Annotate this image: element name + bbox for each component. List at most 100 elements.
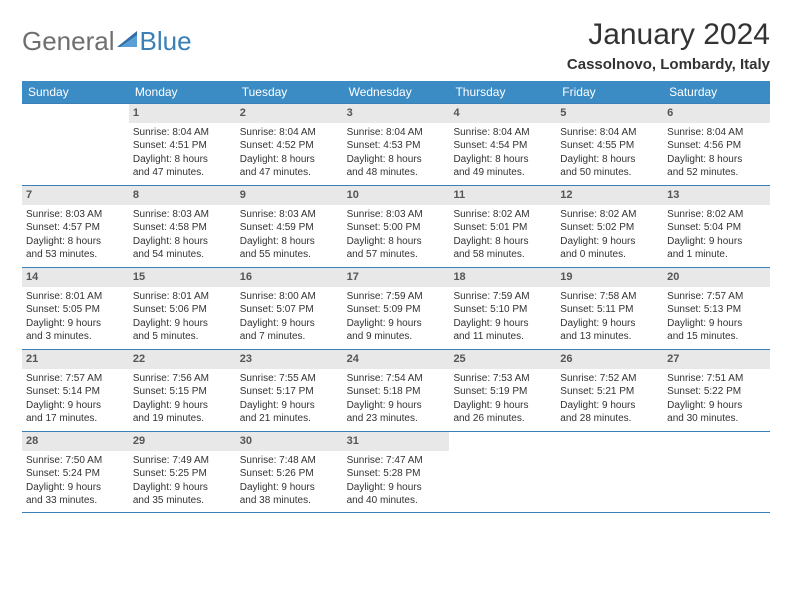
day-number: 24 [343, 350, 450, 369]
weekday-header-row: SundayMondayTuesdayWednesdayThursdayFrid… [22, 81, 770, 103]
sunrise-line: Sunrise: 7:54 AM [347, 372, 446, 386]
daylight-line-1: Daylight: 9 hours [347, 481, 446, 495]
day-detail: Sunrise: 7:57 AMSunset: 5:13 PMDaylight:… [663, 290, 770, 348]
day-cell-2: 2Sunrise: 8:04 AMSunset: 4:52 PMDaylight… [236, 104, 343, 185]
daylight-line-2: and 9 minutes. [347, 330, 446, 344]
sunset-line: Sunset: 5:28 PM [347, 467, 446, 481]
day-detail: Sunrise: 8:00 AMSunset: 5:07 PMDaylight:… [236, 290, 343, 348]
empty-day-cell [449, 432, 556, 512]
week-row: 21Sunrise: 7:57 AMSunset: 5:14 PMDayligh… [22, 349, 770, 431]
daylight-line-2: and 11 minutes. [453, 330, 552, 344]
day-number: 2 [236, 104, 343, 123]
sunset-line: Sunset: 4:57 PM [26, 221, 125, 235]
daylight-line-1: Daylight: 9 hours [560, 399, 659, 413]
week-row: 7Sunrise: 8:03 AMSunset: 4:57 PMDaylight… [22, 185, 770, 267]
day-number: 9 [236, 186, 343, 205]
daylight-line-2: and 38 minutes. [240, 494, 339, 508]
sunrise-line: Sunrise: 7:51 AM [667, 372, 766, 386]
day-number: 31 [343, 432, 450, 451]
sunset-line: Sunset: 5:19 PM [453, 385, 552, 399]
day-detail: Sunrise: 8:04 AMSunset: 4:56 PMDaylight:… [663, 126, 770, 184]
day-detail: Sunrise: 7:47 AMSunset: 5:28 PMDaylight:… [343, 454, 450, 512]
weeks-container: 1Sunrise: 8:04 AMSunset: 4:51 PMDaylight… [22, 103, 770, 513]
sunset-line: Sunset: 4:52 PM [240, 139, 339, 153]
weekday-saturday: Saturday [663, 81, 770, 103]
sunrise-line: Sunrise: 7:53 AM [453, 372, 552, 386]
daylight-line-2: and 0 minutes. [560, 248, 659, 262]
sunrise-line: Sunrise: 7:57 AM [667, 290, 766, 304]
day-detail: Sunrise: 7:49 AMSunset: 5:25 PMDaylight:… [129, 454, 236, 512]
day-number: 18 [449, 268, 556, 287]
sunrise-line: Sunrise: 8:00 AM [240, 290, 339, 304]
sunrise-line: Sunrise: 7:52 AM [560, 372, 659, 386]
day-number: 29 [129, 432, 236, 451]
sunset-line: Sunset: 4:51 PM [133, 139, 232, 153]
day-detail: Sunrise: 8:04 AMSunset: 4:51 PMDaylight:… [129, 126, 236, 184]
sunrise-line: Sunrise: 8:03 AM [347, 208, 446, 222]
daylight-line-1: Daylight: 8 hours [347, 235, 446, 249]
day-detail: Sunrise: 8:02 AMSunset: 5:02 PMDaylight:… [556, 208, 663, 266]
empty-day-cell [22, 104, 129, 185]
daylight-line-2: and 1 minute. [667, 248, 766, 262]
day-cell-17: 17Sunrise: 7:59 AMSunset: 5:09 PMDayligh… [343, 268, 450, 349]
day-cell-11: 11Sunrise: 8:02 AMSunset: 5:01 PMDayligh… [449, 186, 556, 267]
weekday-monday: Monday [129, 81, 236, 103]
sunrise-line: Sunrise: 7:48 AM [240, 454, 339, 468]
weekday-tuesday: Tuesday [236, 81, 343, 103]
daylight-line-2: and 58 minutes. [453, 248, 552, 262]
sunset-line: Sunset: 5:10 PM [453, 303, 552, 317]
daylight-line-2: and 50 minutes. [560, 166, 659, 180]
day-detail: Sunrise: 7:54 AMSunset: 5:18 PMDaylight:… [343, 372, 450, 430]
daylight-line-2: and 13 minutes. [560, 330, 659, 344]
day-number: 1 [129, 104, 236, 123]
sunrise-line: Sunrise: 8:04 AM [667, 126, 766, 140]
daylight-line-1: Daylight: 8 hours [560, 153, 659, 167]
daylight-line-1: Daylight: 9 hours [667, 235, 766, 249]
day-cell-3: 3Sunrise: 8:04 AMSunset: 4:53 PMDaylight… [343, 104, 450, 185]
daylight-line-1: Daylight: 8 hours [133, 153, 232, 167]
daylight-line-1: Daylight: 9 hours [560, 317, 659, 331]
day-detail: Sunrise: 8:03 AMSunset: 4:59 PMDaylight:… [236, 208, 343, 266]
daylight-line-1: Daylight: 9 hours [240, 481, 339, 495]
daylight-line-2: and 47 minutes. [240, 166, 339, 180]
weekday-sunday: Sunday [22, 81, 129, 103]
day-detail: Sunrise: 7:59 AMSunset: 5:10 PMDaylight:… [449, 290, 556, 348]
week-row: 1Sunrise: 8:04 AMSunset: 4:51 PMDaylight… [22, 103, 770, 185]
daylight-line-2: and 26 minutes. [453, 412, 552, 426]
day-detail: Sunrise: 7:59 AMSunset: 5:09 PMDaylight:… [343, 290, 450, 348]
daylight-line-2: and 47 minutes. [133, 166, 232, 180]
sunrise-line: Sunrise: 7:58 AM [560, 290, 659, 304]
sunrise-line: Sunrise: 8:01 AM [26, 290, 125, 304]
day-cell-13: 13Sunrise: 8:02 AMSunset: 5:04 PMDayligh… [663, 186, 770, 267]
sunset-line: Sunset: 5:14 PM [26, 385, 125, 399]
daylight-line-1: Daylight: 9 hours [133, 317, 232, 331]
logo-triangle-icon [117, 29, 139, 54]
logo-text-general: General [22, 26, 115, 57]
day-cell-14: 14Sunrise: 8:01 AMSunset: 5:05 PMDayligh… [22, 268, 129, 349]
day-cell-9: 9 Sunrise: 8:03 AMSunset: 4:59 PMDaylight… [236, 186, 343, 267]
sunrise-line: Sunrise: 8:04 AM [347, 126, 446, 140]
daylight-line-1: Daylight: 8 hours [667, 153, 766, 167]
day-cell-20: 20Sunrise: 7:57 AMSunset: 5:13 PMDayligh… [663, 268, 770, 349]
day-cell-16: 16Sunrise: 8:00 AMSunset: 5:07 PMDayligh… [236, 268, 343, 349]
sunset-line: Sunset: 5:18 PM [347, 385, 446, 399]
day-cell-19: 19Sunrise: 7:58 AMSunset: 5:11 PMDayligh… [556, 268, 663, 349]
sunset-line: Sunset: 5:06 PM [133, 303, 232, 317]
month-title: January 2024 [567, 18, 770, 52]
sunset-line: Sunset: 5:13 PM [667, 303, 766, 317]
weekday-wednesday: Wednesday [343, 81, 450, 103]
daylight-line-2: and 52 minutes. [667, 166, 766, 180]
sunset-line: Sunset: 5:25 PM [133, 467, 232, 481]
title-block: January 2024 Cassolnovo, Lombardy, Italy [567, 18, 770, 73]
day-detail: Sunrise: 7:51 AMSunset: 5:22 PMDaylight:… [663, 372, 770, 430]
daylight-line-2: and 53 minutes. [26, 248, 125, 262]
week-row: 14Sunrise: 8:01 AMSunset: 5:05 PMDayligh… [22, 267, 770, 349]
day-detail: Sunrise: 8:01 AMSunset: 5:05 PMDaylight:… [22, 290, 129, 348]
day-cell-27: 27Sunrise: 7:51 AMSunset: 5:22 PMDayligh… [663, 350, 770, 431]
daylight-line-1: Daylight: 8 hours [240, 235, 339, 249]
sunrise-line: Sunrise: 8:02 AM [667, 208, 766, 222]
daylight-line-1: Daylight: 9 hours [453, 399, 552, 413]
day-detail: Sunrise: 7:56 AMSunset: 5:15 PMDaylight:… [129, 372, 236, 430]
day-cell-5: 5Sunrise: 8:04 AMSunset: 4:55 PMDaylight… [556, 104, 663, 185]
daylight-line-1: Daylight: 8 hours [453, 235, 552, 249]
